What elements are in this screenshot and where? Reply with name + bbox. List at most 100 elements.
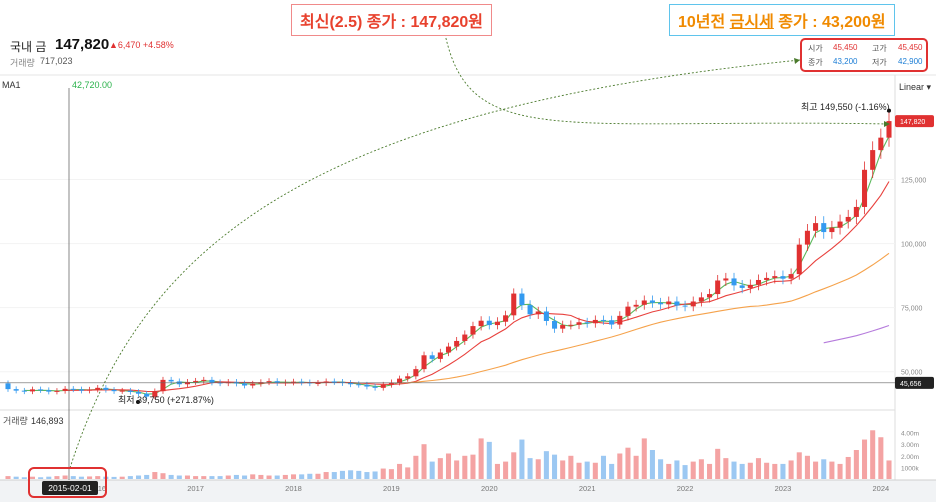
high-marker-label: 최고 149,550 (-1.16%) xyxy=(801,102,890,112)
volume-bar xyxy=(372,471,378,479)
candle-body xyxy=(552,320,558,329)
candle-body xyxy=(870,150,876,170)
volume-bar xyxy=(201,476,207,479)
x-tick-label: 2021 xyxy=(579,484,596,493)
volume-bar xyxy=(837,463,843,479)
candle-body xyxy=(103,387,109,390)
volume-bar xyxy=(233,474,239,479)
volume-bar xyxy=(282,474,288,479)
volume-tick-label: 1000k xyxy=(901,465,919,472)
scale-type-dropdown[interactable]: Linear ▾ xyxy=(899,82,931,93)
candle-body xyxy=(437,352,443,359)
open-value: 45,450 xyxy=(833,43,858,52)
current-price: 147,820 xyxy=(55,36,110,53)
volume-bar xyxy=(649,450,655,479)
close-label: 종가 xyxy=(808,58,823,67)
indicator-value: 42,720.00 xyxy=(72,80,113,90)
volume-bar xyxy=(478,438,484,479)
volume-bar xyxy=(633,455,639,479)
volume-bar xyxy=(788,460,794,479)
volume-bar xyxy=(119,476,125,479)
crosshair-date-highlight xyxy=(28,467,107,498)
volume-bar xyxy=(715,448,721,479)
volume-bar xyxy=(870,430,876,479)
candle-body xyxy=(405,376,411,379)
x-tick-label: 2019 xyxy=(383,484,400,493)
volume-tick-label: 2.00m xyxy=(901,454,919,461)
volume-bar xyxy=(152,472,158,479)
candle-body xyxy=(837,221,843,228)
volume-bar xyxy=(486,441,492,479)
ma-line-long xyxy=(399,252,890,384)
latest-close-value: 147,820원 xyxy=(410,14,484,31)
chart-grid xyxy=(0,74,936,502)
volume-bar xyxy=(731,461,737,479)
candle-body xyxy=(494,321,500,326)
moving-averages xyxy=(24,136,890,395)
candle-body xyxy=(119,390,125,392)
volume-bar xyxy=(747,462,753,479)
volume-bar xyxy=(698,459,704,479)
candle-body xyxy=(829,227,835,233)
volume-bar xyxy=(723,458,729,479)
candle-body xyxy=(454,340,460,347)
candle-body xyxy=(266,381,272,383)
volume-bar xyxy=(674,460,680,479)
volume-bar xyxy=(307,473,313,479)
candle-body xyxy=(788,274,794,279)
candle-body xyxy=(641,300,647,305)
crosshair-price-box xyxy=(895,376,934,389)
candle-body xyxy=(617,315,623,325)
ohlc-panel: 시가 45,450 고가 45,450 종가 43,200 저가 42,900 xyxy=(800,38,928,72)
volume-bar xyxy=(454,460,460,479)
ma-line-short xyxy=(24,136,890,395)
y-tick-label: 50,000 xyxy=(901,370,923,377)
candle-body xyxy=(527,305,533,315)
volume-bar xyxy=(405,467,411,479)
volume-bar xyxy=(225,475,231,479)
arrow-head-icon xyxy=(884,121,890,127)
candle-body xyxy=(503,315,509,322)
candle-body xyxy=(568,324,574,326)
candle-body xyxy=(772,276,778,278)
quote-header: 국내 금 147,820 ▲6,470 +4.58% 거래량 717,023 xyxy=(0,0,936,75)
volume-bar xyxy=(519,439,525,479)
volume-bar xyxy=(95,476,101,479)
candle-body xyxy=(600,319,607,321)
volume-bar xyxy=(617,453,623,479)
candle-body xyxy=(111,389,117,392)
x-tick-label: 2023 xyxy=(775,484,792,493)
volume-bar xyxy=(111,476,117,479)
candle-body xyxy=(209,379,215,383)
candle-body xyxy=(462,334,468,341)
volume-bar xyxy=(666,463,672,479)
candle-body xyxy=(625,306,631,316)
ten-year-underlined-word: 금시세 xyxy=(729,14,774,31)
volume-bar xyxy=(356,470,362,479)
scale-type-label: Linear xyxy=(899,82,925,92)
y-tick-label: 75,000 xyxy=(901,306,923,313)
candle-body xyxy=(13,389,19,391)
volume-pane-value: 146,893 xyxy=(31,416,64,426)
volume-bar xyxy=(641,438,647,479)
volume-bar xyxy=(772,463,778,479)
candle-body xyxy=(274,381,280,383)
candle-body xyxy=(127,390,133,392)
candle-body xyxy=(886,121,892,138)
volume-bar xyxy=(609,463,615,479)
latest-close-connector xyxy=(444,33,890,125)
volume-bar xyxy=(209,476,215,479)
x-tick-label: 2022 xyxy=(677,484,694,493)
volume-bar xyxy=(429,461,435,479)
volume-bar xyxy=(829,461,835,479)
volume-bar xyxy=(184,475,190,479)
volume-bar xyxy=(437,458,443,479)
y-tick-label: 100,000 xyxy=(901,242,926,249)
candle-body xyxy=(821,223,827,233)
volume-bar xyxy=(658,459,664,479)
ten-year-close-annotation: 10년전 금시세 종가 : 43,200원 xyxy=(669,4,895,36)
ten-year-suffix: 종가 : 43,200원 xyxy=(773,14,886,31)
candle-body xyxy=(470,326,476,335)
candle-body xyxy=(21,390,27,392)
